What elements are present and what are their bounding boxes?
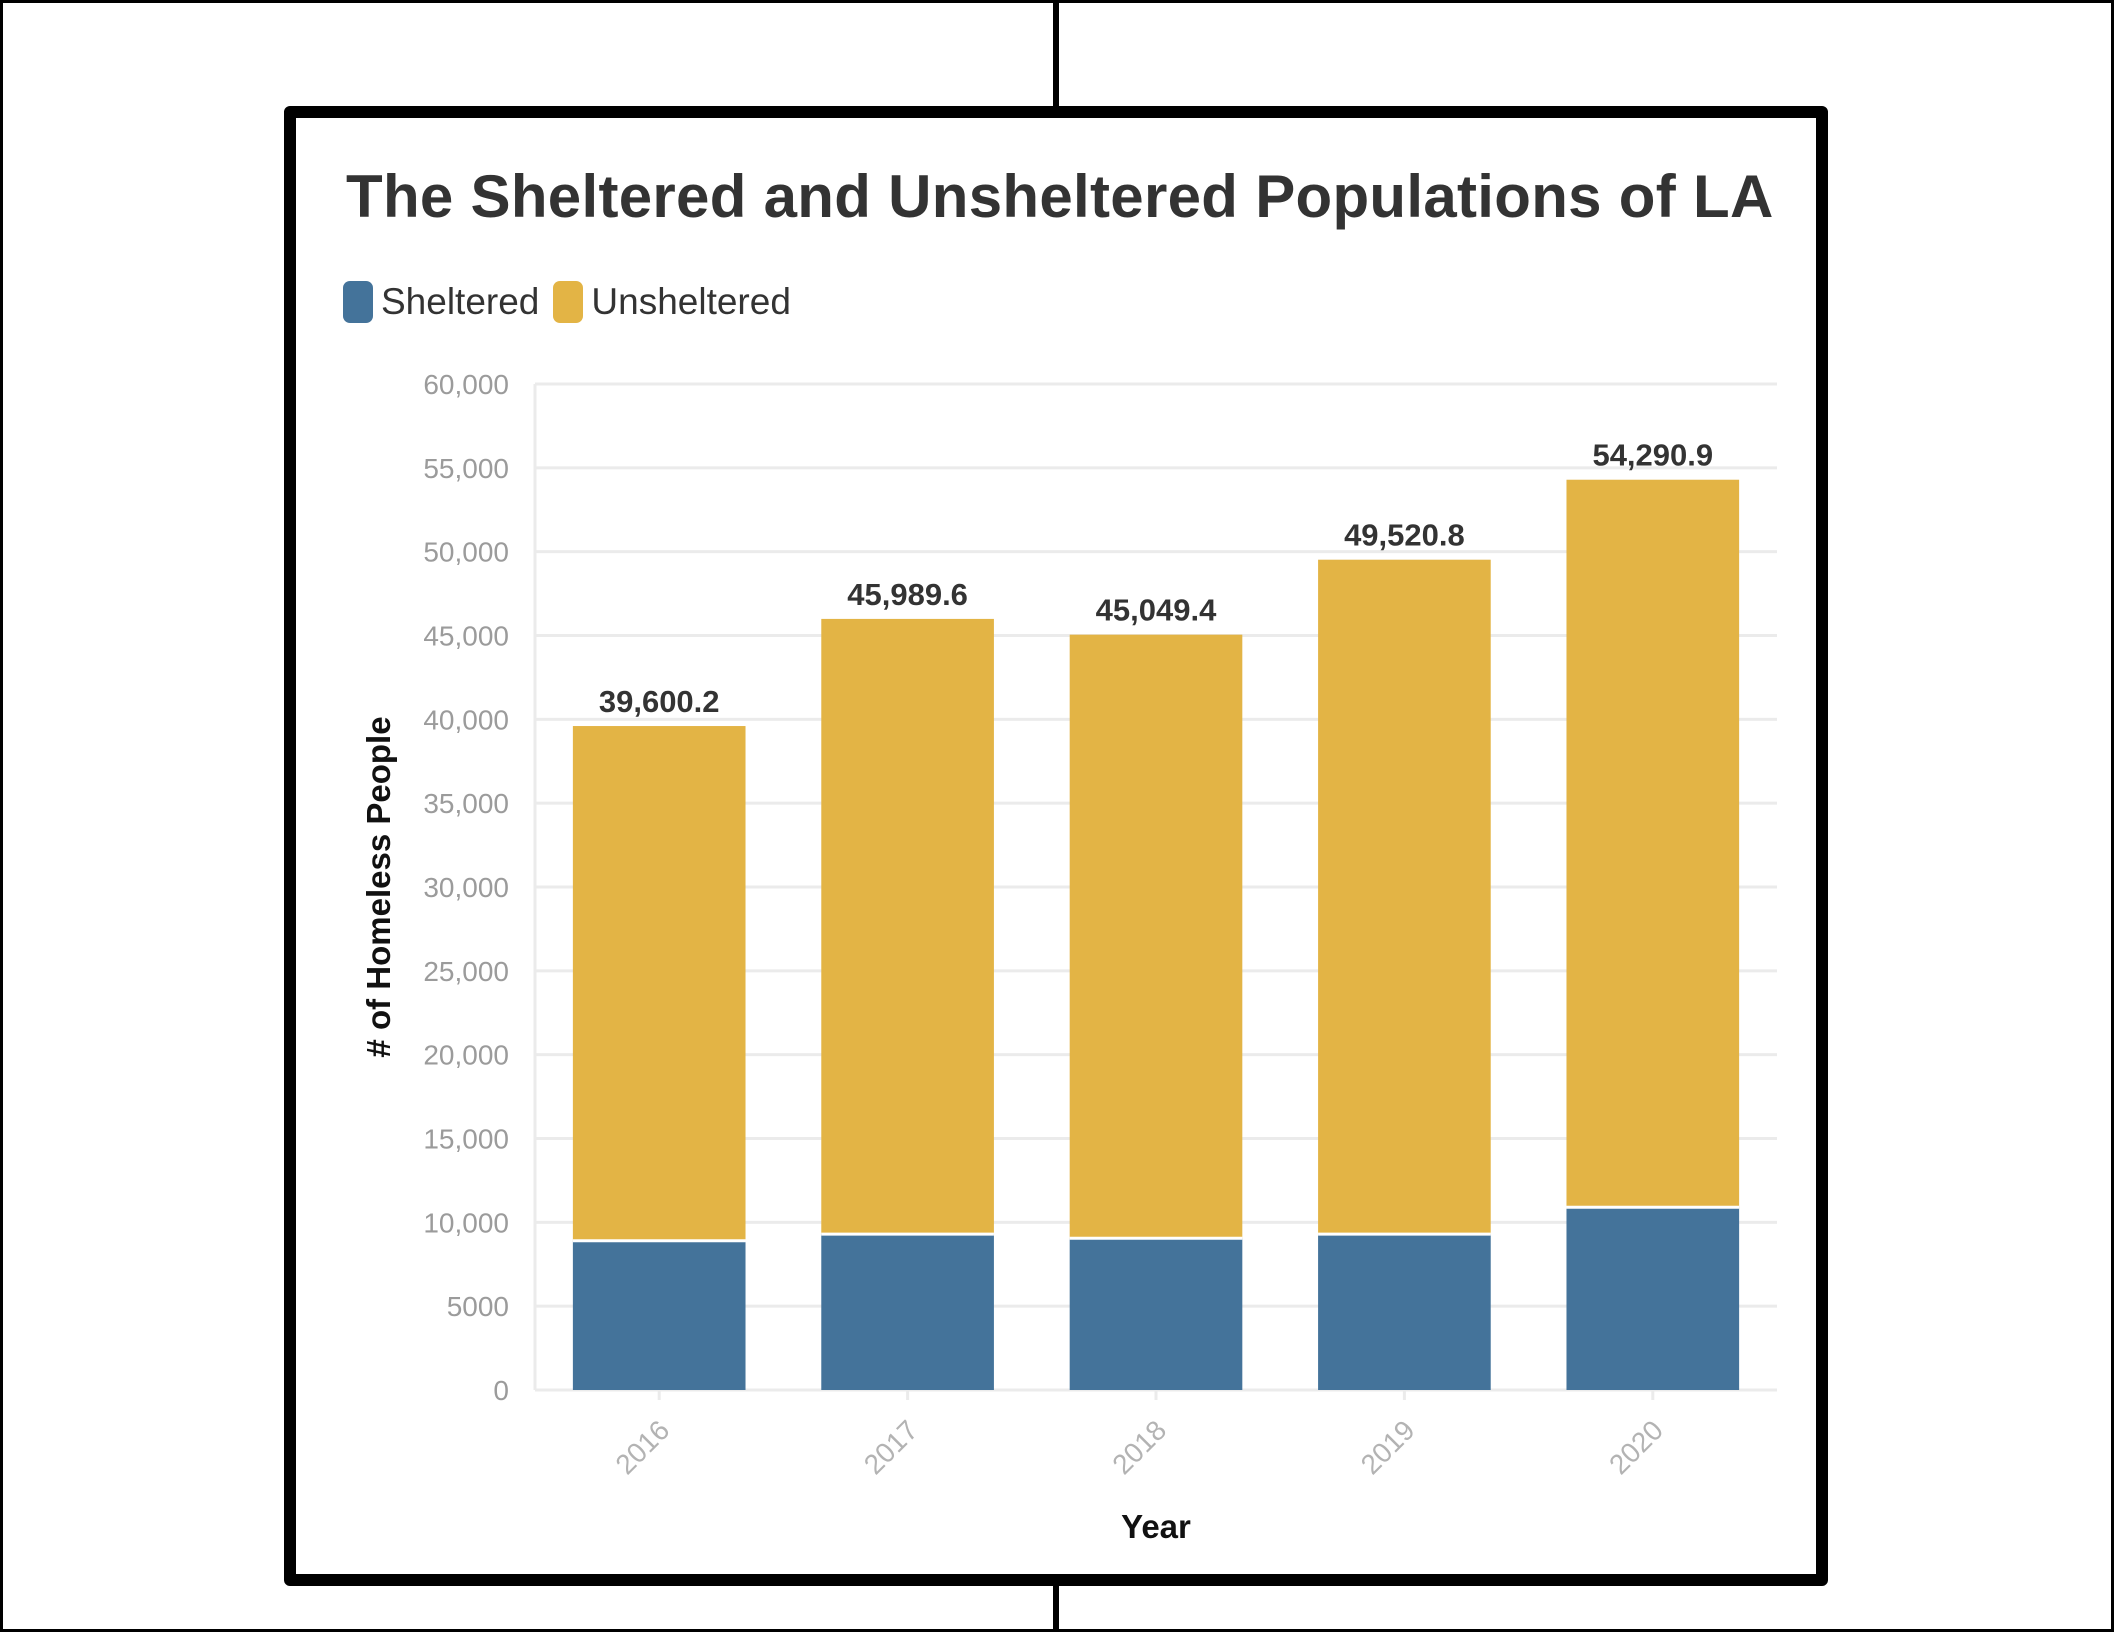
y-tick-label: 60,000 bbox=[423, 369, 509, 400]
chart-title: The Sheltered and Unsheltered Population… bbox=[346, 163, 1774, 230]
legend-label-sheltered: Sheltered bbox=[381, 281, 540, 322]
legend: Sheltered Unsheltered bbox=[343, 281, 805, 323]
y-tick-label: 20,000 bbox=[423, 1040, 509, 1071]
total-label-2016: 39,600.2 bbox=[599, 684, 720, 719]
y-axis-title: # of Homeless People bbox=[360, 716, 397, 1057]
bar-sheltered-2018 bbox=[1069, 1238, 1243, 1390]
divider-bottom bbox=[1053, 1572, 1059, 1632]
bar-sheltered-2016 bbox=[572, 1240, 746, 1390]
y-tick-label: 5000 bbox=[447, 1291, 509, 1322]
legend-item-sheltered[interactable]: Sheltered bbox=[343, 281, 539, 323]
bar-sheltered-2020 bbox=[1566, 1207, 1740, 1390]
bar-unsheltered-2016 bbox=[572, 726, 746, 1241]
bars bbox=[572, 479, 1740, 1390]
x-tick-label-2019: 2019 bbox=[1355, 1414, 1421, 1480]
y-tick-label: 10,000 bbox=[423, 1207, 509, 1238]
x-tick-label-2018: 2018 bbox=[1106, 1414, 1172, 1480]
legend-item-unsheltered[interactable]: Unsheltered bbox=[553, 281, 791, 323]
total-label-2019: 49,520.8 bbox=[1344, 518, 1465, 553]
legend-swatch-unsheltered bbox=[553, 281, 584, 323]
y-tick-label: 35,000 bbox=[423, 788, 509, 819]
bar-sheltered-2019 bbox=[1318, 1234, 1491, 1390]
total-labels: 39,600.2 45,989.6 45,049.4 49,520.8 54,290.9 bbox=[599, 438, 1713, 719]
chart-card: The Sheltered and Unsheltered Population… bbox=[284, 106, 1828, 1586]
x-axis-title: Year bbox=[1121, 1508, 1191, 1545]
y-tick-label: 0 bbox=[493, 1375, 509, 1406]
y-tick-label: 30,000 bbox=[423, 872, 509, 903]
legend-swatch-sheltered bbox=[343, 281, 373, 323]
y-tick-label: 40,000 bbox=[423, 704, 509, 735]
y-axis-ticks: 0 5000 10,000 15,000 20,000 25,000 30,000 35,00… bbox=[423, 369, 509, 1406]
bar-unsheltered-2018 bbox=[1069, 634, 1243, 1239]
total-label-2018: 45,049.4 bbox=[1096, 593, 1217, 628]
bar-sheltered-2017 bbox=[821, 1234, 994, 1390]
y-tick-label: 15,000 bbox=[423, 1124, 509, 1155]
y-tick-label: 55,000 bbox=[423, 453, 509, 484]
x-axis-ticks: 2016 2017 2018 2019 2020 bbox=[609, 1390, 1669, 1480]
total-label-2017: 45,989.6 bbox=[847, 577, 968, 612]
y-tick-label: 45,000 bbox=[423, 621, 509, 652]
chart-plot: 0 5000 10,000 15,000 20,000 25,000 30,000 35,00… bbox=[360, 369, 1777, 1545]
legend-label-unsheltered: Unsheltered bbox=[591, 281, 791, 322]
x-tick-label-2016: 2016 bbox=[609, 1414, 675, 1480]
total-label-2020: 54,290.9 bbox=[1592, 438, 1713, 473]
divider-top bbox=[1053, 0, 1059, 108]
bar-unsheltered-2019 bbox=[1318, 559, 1491, 1235]
x-tick-label-2020: 2020 bbox=[1603, 1414, 1669, 1480]
y-tick-label: 25,000 bbox=[423, 956, 509, 987]
y-tick-label: 50,000 bbox=[423, 537, 509, 568]
x-tick-label-2017: 2017 bbox=[858, 1414, 924, 1480]
bar-unsheltered-2020 bbox=[1566, 479, 1740, 1208]
bar-unsheltered-2017 bbox=[821, 618, 994, 1235]
